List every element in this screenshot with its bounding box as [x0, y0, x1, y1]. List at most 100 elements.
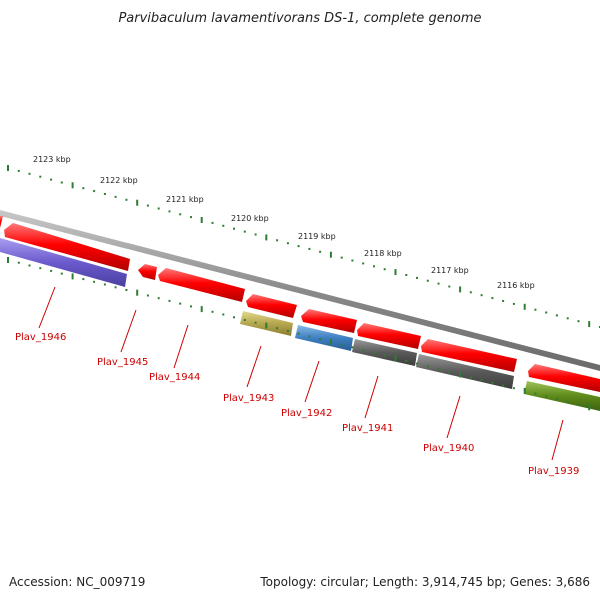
scale-tick-major — [71, 182, 74, 189]
scale-tick-minor — [146, 294, 149, 297]
scale-tick-minor — [373, 265, 375, 268]
map-title: Parvibaculum lavamentivorans DS-1, compl… — [118, 11, 481, 26]
gene-arrow-fwd-h[interactable] — [421, 339, 517, 372]
scale-tick-minor — [577, 403, 580, 406]
scale-tick-minor — [286, 242, 289, 245]
scale-tick-minor — [308, 335, 311, 338]
scale-label: 2116 kbp — [497, 281, 535, 290]
scale-tick-minor — [179, 302, 182, 305]
scale-label: 2120 kbp — [231, 214, 269, 223]
gene-label-plav-1944[interactable]: Plav_1944 — [149, 372, 200, 383]
gene-arrow-fwd-a[interactable] — [0, 216, 3, 228]
scale-tick-minor — [426, 365, 429, 368]
scale-tick-major — [459, 286, 462, 293]
scale-tick-minor — [168, 210, 171, 213]
gene-arrow-fwd-b[interactable] — [4, 223, 130, 271]
scale-tick-minor — [50, 178, 53, 181]
scale-tick-minor — [254, 233, 257, 236]
scale-tick-minor — [276, 239, 279, 242]
outer-scale-ring: 2123 kbp 2122 kbp 2121 kbp 2120 kbp 2119… — [7, 155, 600, 328]
scale-tick-minor — [491, 297, 494, 300]
scale-tick-major — [329, 338, 332, 345]
scale-tick-minor — [157, 207, 160, 210]
inner-scale-ring — [7, 257, 600, 411]
gene-label-plav-1939[interactable]: Plav_1939 — [528, 466, 579, 477]
gene-label-plav-1941[interactable]: Plav_1941 — [342, 423, 393, 434]
scale-tick-minor — [103, 193, 106, 195]
gene-arrow-plav-1939[interactable] — [524, 381, 600, 411]
scale-tick-minor — [190, 216, 192, 219]
scale-tick-minor — [480, 379, 483, 381]
scale-tick-minor — [437, 368, 440, 371]
scale-tick-minor — [50, 269, 53, 272]
scale-tick-minor — [512, 302, 515, 305]
scale-tick-minor — [286, 329, 289, 332]
scale-tick-major — [265, 234, 268, 241]
gene-label-plav-1940[interactable]: Plav_1940 — [423, 443, 474, 454]
scale-tick-minor — [416, 276, 418, 279]
scale-tick-minor — [480, 294, 483, 297]
gene-arrow-plav-1941[interactable] — [352, 339, 417, 366]
scale-tick-minor — [103, 283, 106, 286]
gene-arrow-fwd-c[interactable] — [138, 264, 157, 280]
reverse-strand — [0, 238, 600, 411]
gene-arrow-fwd-e[interactable] — [246, 294, 297, 318]
scale-label: 2123 kbp — [33, 155, 71, 164]
scale-tick-minor — [243, 319, 246, 321]
leader-line — [120, 309, 137, 353]
scale-tick-minor — [28, 264, 31, 267]
scale-tick-minor — [39, 175, 42, 178]
scale-tick-minor — [577, 320, 580, 323]
scale-tick-minor — [362, 349, 365, 351]
gene-label-plav-1946[interactable]: Plav_1946 — [15, 332, 66, 343]
genome-backbone — [0, 210, 600, 371]
scale-tick-minor — [233, 316, 235, 319]
gene-arrow-fwd-g[interactable] — [357, 323, 421, 349]
scale-tick-major — [394, 269, 397, 276]
leader-line — [446, 395, 461, 439]
scale-tick-minor — [157, 297, 160, 300]
scale-tick-minor — [534, 392, 537, 395]
scale-tick-minor — [491, 381, 494, 384]
scale-tick-major — [265, 322, 268, 329]
scale-label: 2121 kbp — [166, 195, 204, 204]
leader-line — [38, 286, 56, 329]
scale-tick-minor — [243, 230, 246, 233]
scale-tick-major — [329, 251, 332, 258]
gene-arrow-fwd-i[interactable] — [528, 364, 600, 392]
scale-tick-minor — [319, 338, 322, 341]
scale-tick-major — [523, 303, 526, 310]
scale-tick-minor — [469, 376, 472, 379]
gene-arrow-plav-1940[interactable] — [416, 354, 514, 389]
scale-tick-minor — [179, 213, 182, 216]
scale-tick-minor — [566, 317, 569, 320]
scale-tick-major — [136, 199, 139, 206]
scale-tick-major — [7, 257, 9, 263]
scale-label: 2117 kbp — [431, 266, 469, 275]
gene-label-plav-1945[interactable]: Plav_1945 — [97, 357, 148, 368]
scale-tick-minor — [28, 172, 31, 175]
scale-tick-minor — [60, 272, 63, 275]
scale-tick-minor — [512, 387, 515, 390]
gene-label-plav-1943[interactable]: Plav_1943 — [223, 393, 274, 404]
scale-tick-minor — [448, 285, 451, 288]
scale-tick-major — [523, 387, 526, 394]
scale-tick-minor — [405, 359, 408, 362]
forward-strand — [0, 216, 600, 392]
scale-tick-minor — [114, 195, 117, 198]
scale-tick-major — [200, 306, 203, 313]
scale-tick-minor — [383, 354, 386, 357]
gene-arrow-plav-1942[interactable] — [295, 325, 353, 351]
scale-tick-minor — [555, 314, 558, 317]
gene-arrow-fwd-f[interactable] — [301, 309, 357, 333]
gene-arrow-plav-1946[interactable] — [0, 238, 127, 287]
scale-tick-minor — [276, 327, 279, 330]
gene-arrow-fwd-d[interactable] — [158, 268, 245, 302]
leader-line — [246, 345, 262, 388]
scale-tick-minor — [297, 332, 300, 335]
gene-label-plav-1942[interactable]: Plav_1942 — [281, 408, 332, 419]
scale-tick-minor — [308, 247, 311, 250]
scale-label: 2118 kbp — [364, 249, 402, 258]
scale-tick-minor — [125, 198, 128, 201]
scale-tick-minor — [340, 256, 343, 259]
